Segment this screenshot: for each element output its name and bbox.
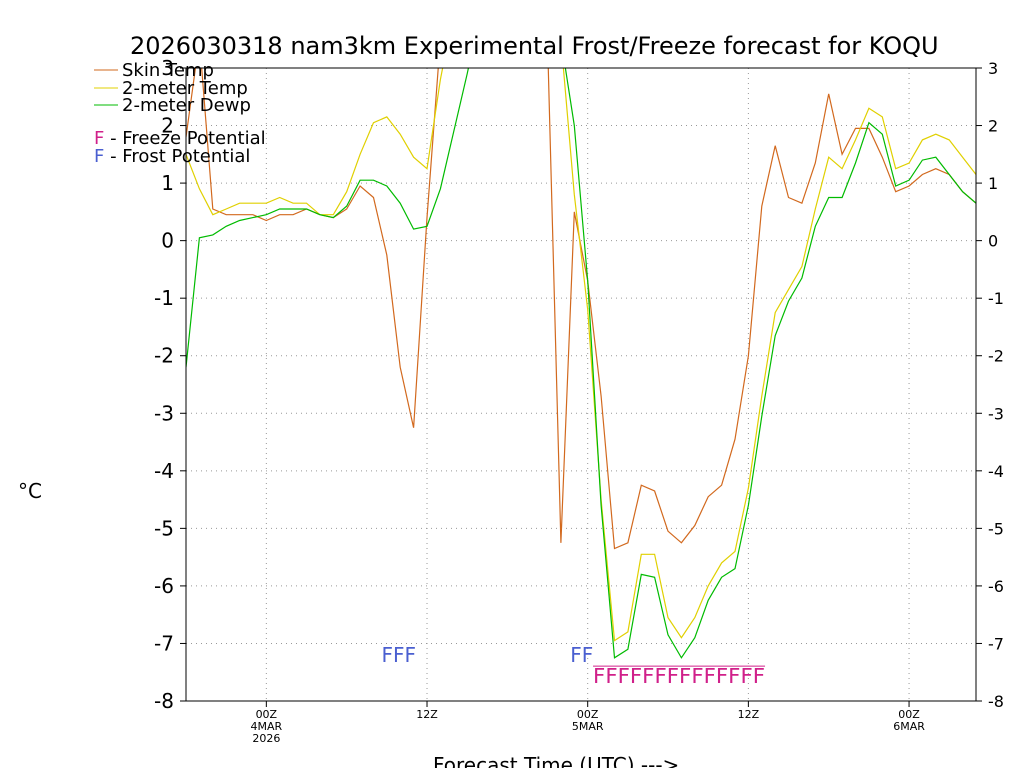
x-tick-label: 5MAR: [572, 720, 604, 733]
series-layer: [186, 68, 976, 659]
y-tick-label-left: -5: [154, 516, 174, 540]
legend-frost: F - Frost Potential: [94, 146, 250, 167]
y-tick-label-right: -8: [988, 692, 1004, 711]
y-axis-label: °C: [18, 479, 42, 503]
legend-freeze: F - Freeze Potential: [94, 128, 266, 149]
y-tick-label-left: 1: [161, 171, 174, 195]
x-tick-label: 00Z: [577, 708, 599, 721]
gridlines: [186, 68, 976, 701]
y-tick-label-left: -7: [154, 631, 174, 655]
y-tick-label-right: 3: [988, 59, 998, 78]
legend-frost-glyph: F: [94, 146, 104, 167]
y-tick-label-left: 2: [161, 114, 174, 138]
y-tick-label-left: 3: [161, 56, 174, 80]
series-2m-temp: [186, 68, 976, 642]
y-tick-label-right: 2: [988, 117, 998, 136]
y-tick-label-right: -4: [988, 462, 1004, 481]
chart-title: 2026030318 nam3km Experimental Frost/Fre…: [130, 32, 939, 60]
freeze-mark: FFFFFFFFFFFFFF: [593, 664, 765, 688]
legend-freeze-glyph: F: [94, 128, 104, 149]
x-tick-label: 6MAR: [893, 720, 925, 733]
y-tick-label-right: 0: [988, 232, 998, 251]
y-tick-label-left: 0: [161, 229, 174, 253]
y-tick-label-left: -2: [154, 344, 174, 368]
x-tick-label: 12Z: [738, 708, 760, 721]
y-tick-label-right: -7: [988, 634, 1004, 653]
x-tick-label: 2026: [252, 732, 280, 745]
x-tick-label: 00Z: [898, 708, 920, 721]
series-2m-dewp: [186, 68, 976, 659]
frost-mark: FF: [570, 643, 593, 667]
x-tick-label: 12Z: [416, 708, 438, 721]
plot-frame: [185, 67, 977, 702]
y-tick-label-right: 1: [988, 174, 998, 193]
x-tick-label: 00Z: [256, 708, 278, 721]
legend-label-temp: 2-meter Temp: [122, 78, 248, 99]
legend: Skin Temp 2-meter Temp 2-meter Dewp F - …: [94, 60, 266, 167]
legend-frost-text: - Frost Potential: [104, 146, 250, 167]
x-tick-label: 4MAR: [251, 720, 283, 733]
y-tick-label-right: -3: [988, 404, 1004, 423]
x-axis-label: Forecast Time (UTC) --->: [433, 753, 679, 768]
axes: -8 -8 -7 -7 -6 -6 -5 -5 -4 -4 -3 -3 -2 -2 -1 -1 0 0 1 1 2 2 3 3…: [154, 56, 1004, 745]
legend-freeze-text: - Freeze Potential: [104, 128, 265, 149]
y-tick-label-left: -6: [154, 574, 174, 598]
y-tick-label-left: -4: [154, 459, 174, 483]
y-tick-label-right: -2: [988, 347, 1004, 366]
frost-mark: FFF: [381, 643, 416, 667]
y-tick-label-right: -6: [988, 577, 1004, 596]
legend-label-skin: Skin Temp: [122, 60, 214, 81]
y-tick-label-left: -8: [154, 689, 174, 713]
y-tick-label-right: -5: [988, 519, 1004, 538]
y-tick-label-left: -1: [154, 286, 174, 310]
legend-label-dewp: 2-meter Dewp: [122, 95, 251, 116]
y-tick-label-left: -3: [154, 401, 174, 425]
y-tick-label-right: -1: [988, 289, 1004, 308]
